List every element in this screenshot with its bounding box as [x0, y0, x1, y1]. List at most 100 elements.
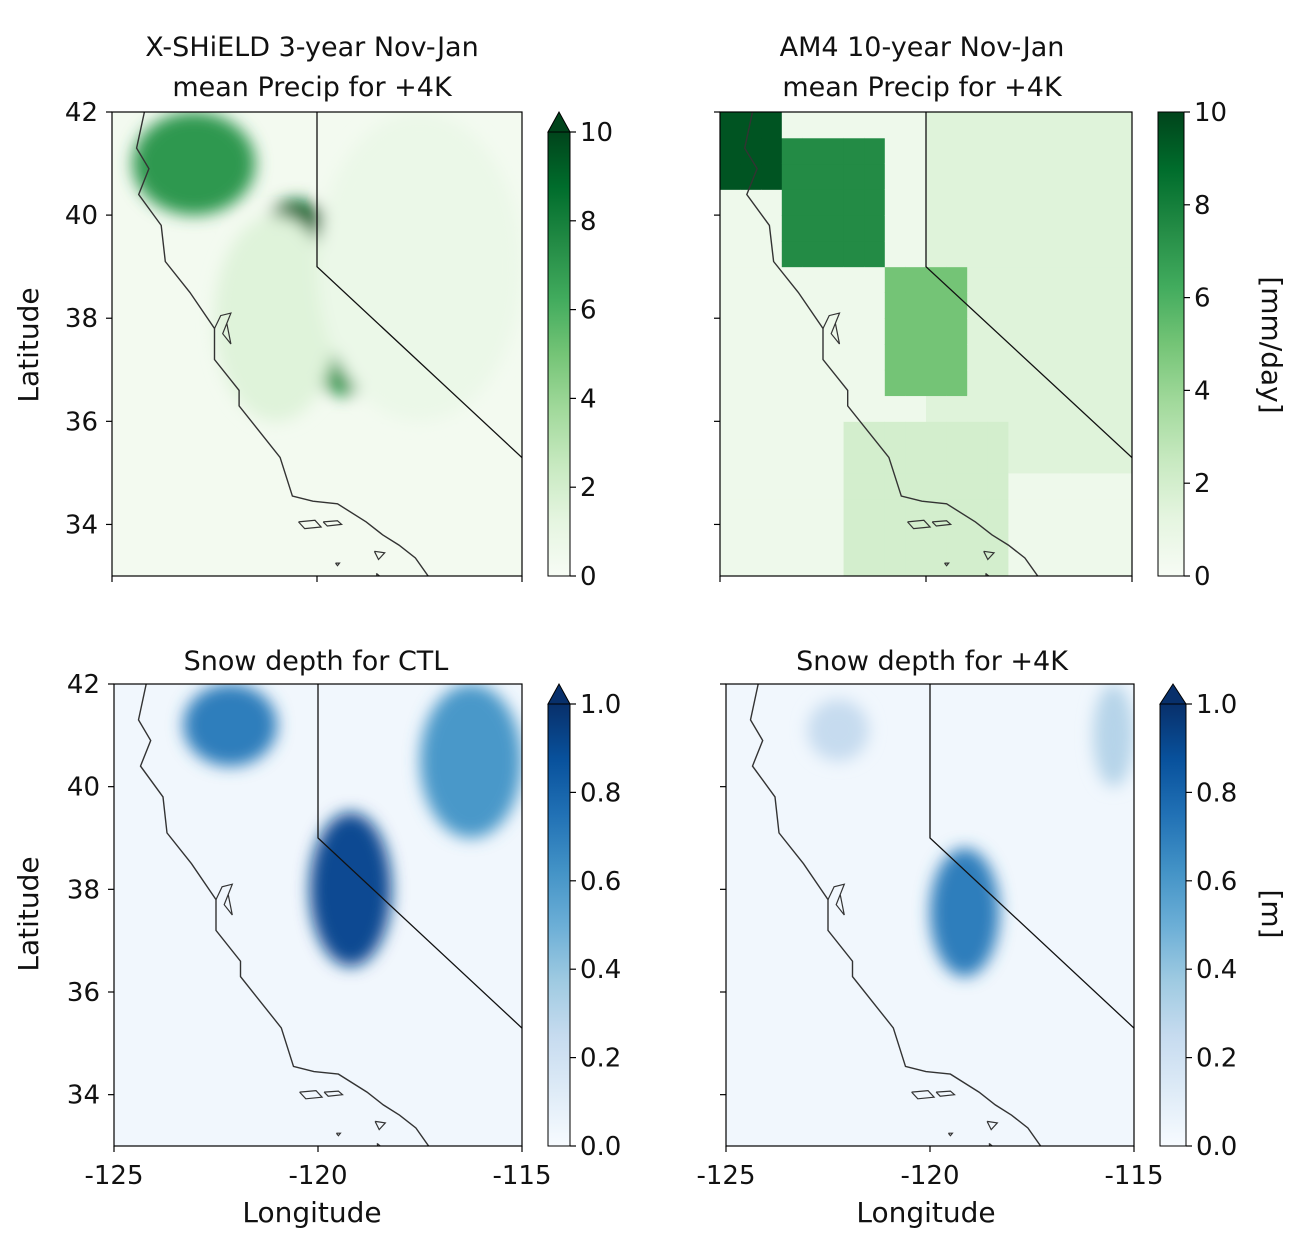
grid-cell: [864, 292, 886, 319]
grid-cell: [987, 421, 1009, 448]
grid-cell: [720, 472, 742, 500]
colorbar-gradient: [1157, 111, 1185, 577]
grid-cell: [823, 395, 845, 422]
colorbar-gradient: [547, 703, 571, 1147]
grid-cell: [884, 318, 906, 345]
grid-cell: [946, 318, 968, 345]
grid-cell: [905, 550, 927, 576]
grid-cell: [802, 215, 824, 242]
grid-cell: [740, 395, 762, 422]
colorbar-extend-arrow: [547, 682, 571, 705]
grid-cell: [1008, 524, 1030, 551]
panel-xshield-precip: X-SHiELD 3-year Nov-Jan mean Precip for …: [12, 32, 613, 592]
grid-cell: [1008, 369, 1030, 397]
colorbar-gradient: [1159, 703, 1187, 1147]
grid-cell: [905, 240, 927, 268]
grid-cell: [823, 266, 845, 293]
colorbar-tick-label: 0: [1194, 562, 1211, 592]
grid-cell: [781, 550, 803, 576]
grid-cell: [884, 447, 906, 474]
grid-cell: [1008, 498, 1030, 525]
grid-cell: [987, 447, 1009, 474]
grid-cell: [1008, 240, 1030, 268]
grid-cell: [781, 189, 803, 216]
grid-cell: [946, 472, 968, 500]
grid-cell: [1029, 447, 1051, 474]
grid-cell: [720, 189, 742, 216]
grid-cell: [1070, 395, 1092, 422]
grid-cell: [1049, 215, 1071, 242]
grid-cell: [823, 472, 845, 500]
grid-cell: [1049, 498, 1071, 525]
grid-cell: [1008, 344, 1030, 371]
grid-cell: [802, 189, 824, 216]
grid-cell: [864, 369, 886, 397]
x-tick-label: -115: [492, 1161, 551, 1191]
grid-cell: [761, 189, 783, 216]
grid-cell: [761, 550, 783, 576]
feature-blob: [309, 812, 392, 967]
grid-cell: [1111, 498, 1132, 525]
grid-cell: [926, 240, 948, 268]
grid-cell: [926, 163, 948, 190]
grid-cell: [987, 215, 1009, 242]
colorbar-tick-label: 0.0: [580, 1132, 621, 1162]
grid-cell: [1029, 163, 1051, 190]
grid-cell: [1070, 447, 1092, 474]
grid-cell: [967, 266, 989, 293]
grid-cell: [1090, 550, 1112, 576]
grid-cell: [740, 318, 762, 345]
grid-cell: [1090, 240, 1112, 268]
grid-cell: [1008, 137, 1030, 165]
grid-cell: [1029, 240, 1051, 268]
grid-cell: [781, 266, 803, 293]
grid-cell: [946, 395, 968, 422]
grid-cell: [1070, 215, 1092, 242]
map-plot: 34 36 38 40 42 -125 -120 -115: [67, 670, 552, 1191]
grid-cell: [802, 421, 824, 448]
grid-cell: [740, 447, 762, 474]
grid-cell: [1111, 137, 1132, 165]
grid-cell: [720, 344, 742, 371]
grid-cell: [864, 472, 886, 500]
grid-cell: [884, 240, 906, 268]
grid-cell: [823, 137, 845, 165]
grid-cell: [946, 344, 968, 371]
colorbar-tick-label: 0.6: [1196, 867, 1237, 897]
grid-cell: [761, 112, 783, 139]
island-outline: [986, 1120, 999, 1131]
grid-cell: [1070, 524, 1092, 551]
grid-cell: [1090, 189, 1112, 216]
island-outline: [323, 1090, 344, 1097]
grid-cell: [987, 498, 1009, 525]
grid-cell: [761, 137, 783, 165]
grid-cell: [926, 344, 948, 371]
grid-cell: [987, 472, 1009, 500]
grid-cell: [823, 498, 845, 525]
grid-cell: [740, 421, 762, 448]
x-tick-label: -125: [696, 1161, 755, 1191]
grid-cell: [864, 189, 886, 216]
grid-cell: [781, 215, 803, 242]
grid-cell: [1049, 395, 1071, 422]
grid-cell: [926, 524, 948, 551]
grid-cell: [1029, 137, 1051, 165]
grid-cell: [802, 266, 824, 293]
x-tick-label: -125: [84, 1161, 143, 1191]
grid-cell: [761, 498, 783, 525]
grid-cell: [1111, 344, 1132, 371]
state-border: [317, 684, 522, 1029]
coastline: [749, 684, 1042, 1146]
grid-cell: [1090, 137, 1112, 165]
grid-cell: [781, 472, 803, 500]
grid-cell: [823, 344, 845, 371]
grid-cell: [1070, 112, 1092, 139]
grid-cell: [1008, 292, 1030, 319]
island-outline: [947, 1132, 954, 1137]
grid-cell: [864, 421, 886, 448]
x-tick-label: -120: [900, 1161, 959, 1191]
grid-cell: [946, 447, 968, 474]
colorbar-tick-label: 4: [580, 384, 597, 414]
grid-cell: [987, 189, 1009, 216]
x-tick-label: -115: [1104, 1161, 1163, 1191]
